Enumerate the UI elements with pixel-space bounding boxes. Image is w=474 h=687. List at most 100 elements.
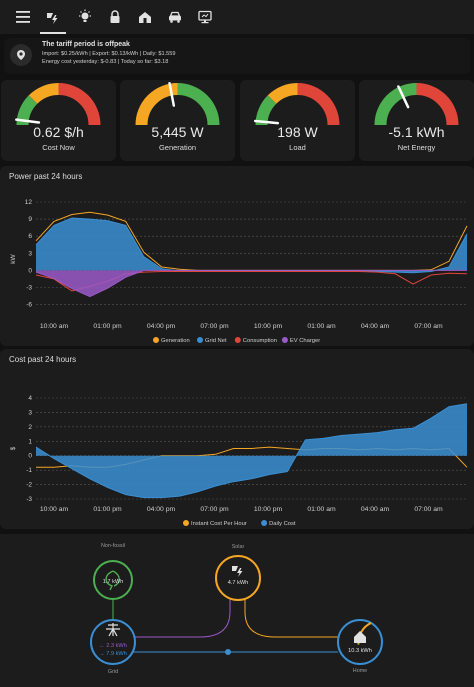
home-automation-icon [139, 12, 151, 23]
solar-node [215, 555, 261, 601]
gauge-value: 5,445 W [151, 124, 204, 140]
x-tick-label: 04:00 am [361, 323, 390, 330]
y-tick-label: -3 [26, 285, 32, 292]
home-label: Home [352, 668, 368, 674]
x-tick-label: 04:00 pm [147, 323, 176, 330]
gauge-arc-high [177, 83, 220, 126]
legend-item: EV Charger [290, 338, 320, 344]
y-tick-label: -2 [26, 482, 32, 489]
gauge-label: Net Energy [397, 143, 436, 152]
series-area-grid-net [36, 218, 467, 273]
tab-vehicle[interactable] [160, 0, 190, 34]
cost-chart-title: Cost past 24 hours [9, 355, 77, 364]
home-icon [354, 631, 366, 643]
y-tick-label: 12 [25, 199, 33, 206]
legend-item: Instant Cost Per Hour [191, 521, 247, 527]
gauge-value: 0.62 $/h [33, 124, 84, 140]
non-fossil-value: 1.7 kWh [102, 579, 124, 585]
cost-chart-card: Cost past 24 hours 4 3 2 1 0 -1 -2 -3 $10:00 am 0… [0, 349, 474, 529]
x-tick-label: 10:00 am [40, 323, 69, 330]
solar-power-icon [232, 566, 243, 577]
legend-swatch [183, 520, 189, 526]
x-tick-label: 04:00 pm [147, 506, 176, 513]
solar-power-icon [47, 13, 58, 24]
tariff-icon [10, 44, 32, 66]
y-tick-label: 1 [28, 438, 32, 445]
legend-item: Daily Cost [269, 521, 296, 527]
gauge-arc-good [374, 83, 417, 126]
tab-system[interactable] [190, 0, 220, 34]
gauge-label: Load [289, 143, 306, 152]
solar-label: Solar [231, 544, 245, 550]
tab-lights[interactable] [70, 0, 100, 34]
y-tick-label: 4 [28, 395, 32, 402]
gauge-needle [15, 118, 41, 124]
gauge-arc-good [255, 95, 277, 126]
y-tick-label: 9 [28, 216, 32, 223]
power-chart-card: Power past 24 hours 12 9 6 3 0 -3 -6 kW 10:00 am… [0, 166, 474, 346]
tariff-rates: Import: $0.25/kWh | Export: $0.13/kWh | … [42, 51, 176, 57]
legend-swatch [197, 337, 203, 343]
y-tick-label: -3 [26, 496, 32, 503]
flow-line-grid-solar [128, 584, 231, 638]
gauge-needle [168, 82, 176, 107]
x-tick-label: 10:00 pm [254, 506, 283, 513]
x-tick-label: 10:00 am [40, 506, 69, 513]
gauge-load[interactable]: 198 W Load [240, 80, 355, 161]
x-tick-label: 01:00 pm [93, 506, 122, 513]
car-icon [169, 11, 181, 23]
y-tick-label: 0 [28, 267, 32, 274]
x-tick-label: 07:00 am [414, 506, 443, 513]
non-fossil-label: Non-fossil [101, 543, 125, 549]
gauge-net-energy[interactable]: -5.1 kWh Net Energy [359, 80, 474, 161]
gauge-arc-bad [297, 83, 340, 126]
gauge-arc-warn [267, 83, 298, 105]
power-chart-title: Power past 24 hours [9, 172, 83, 181]
gauge-arc-good [16, 95, 38, 126]
gauge-generation[interactable]: 5,445 W Generation [120, 80, 235, 161]
legend-item: Consumption [243, 338, 277, 344]
monitor-icon [198, 10, 212, 24]
gauge-needle [397, 85, 410, 109]
solar-value: 4.7 kWh [227, 580, 249, 586]
y-axis-label: $ [10, 446, 17, 450]
gauge-cost-now[interactable]: 0.62 $/h Cost Now [1, 80, 116, 161]
gauge-arc-bad [416, 83, 459, 126]
hamburger-icon[interactable] [12, 6, 34, 28]
gauge-arc-bad [58, 83, 101, 126]
series-line-daily-cost [35, 403, 468, 499]
legend-swatch [261, 520, 268, 526]
leaf-icon [105, 570, 120, 591]
flow-dot [225, 649, 231, 655]
x-tick-label: 01:00 am [307, 323, 336, 330]
grid-label: Grid [107, 669, 119, 675]
top-app-bar [0, 0, 474, 34]
y-axis-label: kW [10, 253, 17, 263]
x-tick-label: 07:00 pm [200, 323, 229, 330]
tariff-card: The tariff period is offpeak Import: $0.… [4, 38, 470, 74]
legend-swatch [281, 337, 288, 343]
x-tick-label: 01:00 am [307, 506, 336, 513]
flow-line-solar-home [244, 584, 338, 638]
series-area-ev-charger [36, 270, 467, 297]
cost-chart[interactable]: 4 3 2 1 0 -1 -2 -3 $10:00 am 01:00 pm 04:00 pm 07:0… [0, 349, 474, 529]
y-tick-label: 3 [28, 250, 32, 257]
x-tick-label: 07:00 pm [200, 506, 229, 513]
tab-home[interactable] [130, 0, 160, 34]
gauge-value: -5.1 kWh [388, 124, 445, 140]
gauge-needle [253, 119, 280, 125]
grid-import-value: ← 2.3 kWh [99, 643, 127, 649]
tab-solar[interactable] [38, 0, 68, 34]
legend-item: Generation [161, 338, 190, 344]
gauge-value: 198 W [277, 124, 318, 140]
energy-flow-card: Non-fossil 1.7 kWh Solar 4.7 kWh ← 2.3 k… [0, 534, 474, 687]
legend-swatch [153, 337, 159, 343]
tab-security[interactable] [100, 0, 130, 34]
grid-export-value: → 7.9 kWh [99, 651, 127, 657]
series-line-ev-charger [35, 269, 467, 298]
power-chart[interactable]: 12 9 6 3 0 -3 -6 kW 10:00 am 01:00 pm 04:00 pm 07:0… [0, 166, 474, 346]
lock-icon [110, 10, 120, 23]
y-tick-label: 3 [28, 409, 32, 416]
x-tick-label: 04:00 am [361, 506, 390, 513]
tariff-title: The tariff period is offpeak [42, 41, 130, 48]
